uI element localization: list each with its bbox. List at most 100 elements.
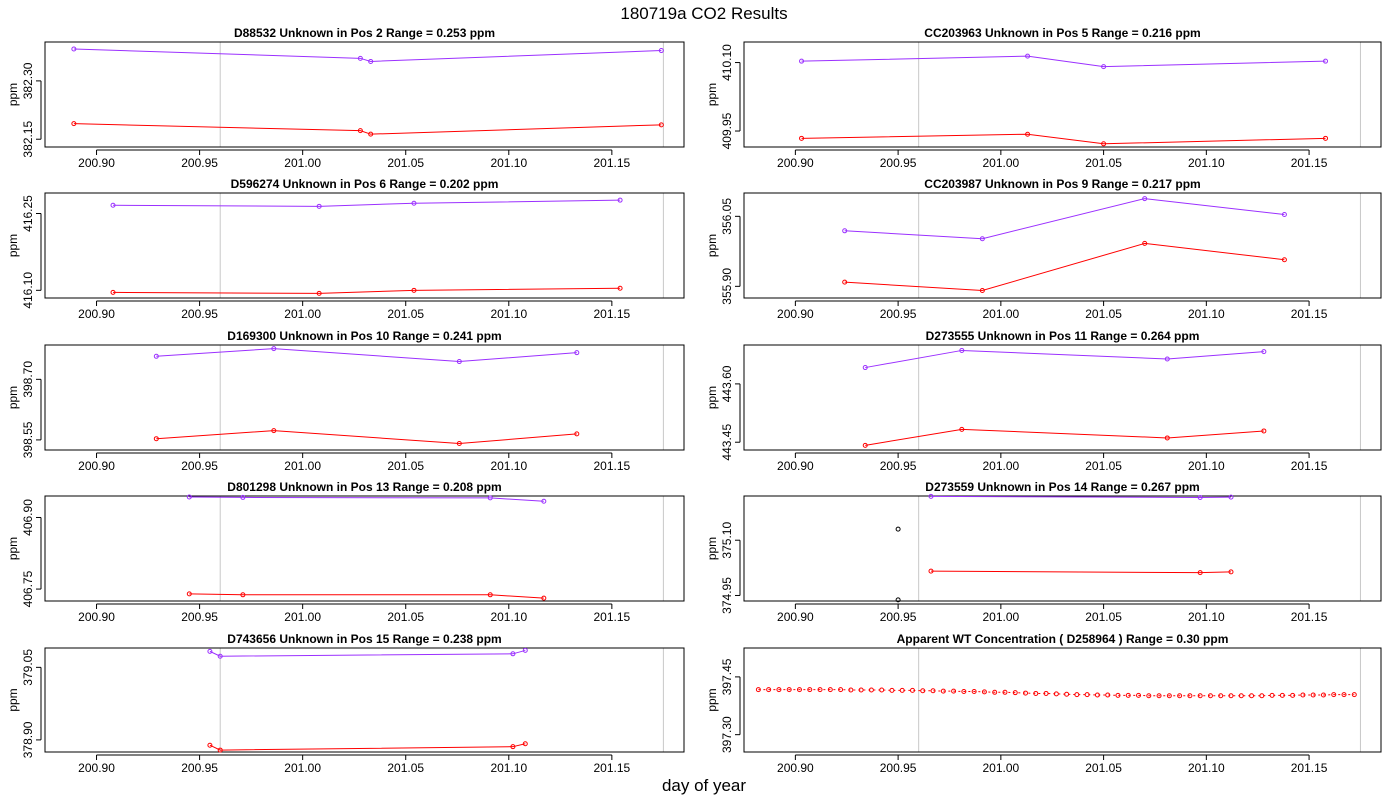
data-point [889,687,895,693]
y-tick-label: 416.10 [21,272,35,309]
x-tick-label: 200.90 [777,610,814,624]
data-point [838,687,844,693]
panel-3: D596274 Unknown in Pos 6 Range = 0.202 p… [6,177,685,321]
data-point [1238,693,1244,699]
data-point [1279,692,1285,698]
panels-grid: D88532 Unknown in Pos 2 Range = 0.253 pp… [6,26,1382,775]
y-tick-label: 375.10 [720,522,734,559]
x-tick-label: 201.05 [387,307,424,321]
data-point [1166,693,1172,699]
data-point [487,495,493,501]
data-point [961,689,967,695]
panel-title: D273555 Unknown in Pos 11 Range = 0.264 … [926,329,1200,343]
x-tick-label: 201.05 [1085,307,1122,321]
data-point [817,687,823,693]
data-point [1269,692,1275,698]
x-tick-label: 200.95 [181,307,218,321]
data-point [1351,692,1357,698]
panel-10: Apparent WT Concentration ( D258964 ) Ra… [705,632,1382,775]
x-tick-label: 201.10 [490,459,527,473]
panel-title: CC203987 Unknown in Pos 9 Range = 0.217 … [924,177,1200,191]
data-point [522,741,528,747]
data-point [1197,570,1203,576]
x-tick-label: 201.10 [1188,307,1225,321]
x-axis-label: day of year [662,776,746,795]
x-tick-label: 200.95 [181,156,218,170]
data-point [862,442,868,448]
data-point [1125,692,1131,698]
y-axis-label: ppm [6,386,20,409]
data-point [207,742,213,748]
x-tick-label: 200.95 [181,610,218,624]
series-line-lower [73,123,662,135]
data-point [940,688,946,694]
series-line-upper [189,496,544,502]
x-tick-label: 201.05 [1085,459,1122,473]
data-point [316,290,322,296]
data-point [1207,693,1213,699]
x-tick-label: 200.95 [880,156,917,170]
data-point [240,494,246,500]
series-line-lower [844,242,1285,292]
data-point [574,350,580,356]
x-tick-label: 201.10 [1188,610,1225,624]
series-line-upper [73,48,662,62]
data-point [541,595,547,601]
data-point [979,236,985,242]
x-tick-label: 201.10 [490,761,527,775]
x-tick-label: 201.10 [490,610,527,624]
data-point [1323,135,1329,141]
x-tick-label: 201.05 [387,761,424,775]
data-point [1331,692,1337,698]
data-point [879,687,885,693]
data-point [959,347,965,353]
data-point [186,591,192,597]
x-tick-label: 200.90 [777,307,814,321]
data-point [868,687,874,693]
data-point [981,689,987,695]
data-point [368,131,374,137]
data-point [1025,131,1031,137]
panel-title: D88532 Unknown in Pos 2 Range = 0.253 pp… [234,26,495,40]
x-tick-label: 200.95 [181,459,218,473]
y-axis-label: ppm [6,537,20,560]
x-tick-label: 201.00 [284,610,321,624]
y-tick-label: 356.05 [720,198,734,235]
data-point [1197,693,1203,699]
data-point [1310,692,1316,698]
data-point [1064,691,1070,697]
y-tick-label: 406.75 [21,570,35,607]
y-axis-label: ppm [705,386,719,409]
series-line-lower [209,743,526,751]
series-line-WT [758,689,1355,697]
data-point [153,353,159,359]
panel-7: D801298 Unknown in Pos 13 Range = 0.208 … [6,480,685,624]
x-tick-label: 201.05 [387,156,424,170]
x-tick-label: 200.90 [78,610,115,624]
data-point [1156,693,1162,699]
x-tick-label: 201.15 [1291,156,1328,170]
x-tick-label: 201.00 [284,459,321,473]
x-tick-label: 201.00 [983,156,1020,170]
series-line-lower [189,593,544,599]
panel-title: D743656 Unknown in Pos 15 Range = 0.238 … [227,632,501,646]
data-point [1228,569,1234,575]
series-line-upper [865,349,1264,369]
x-tick-label: 201.15 [1291,610,1328,624]
data-point [487,592,493,598]
data-point [1228,494,1234,500]
data-point [842,228,848,234]
data-point [1187,693,1193,699]
panel-5: D169300 Unknown in Pos 10 Range = 0.241 … [6,329,685,473]
outlier-point [895,597,901,603]
data-point [217,747,223,753]
series-line-upper [209,649,526,657]
x-tick-label: 200.95 [880,459,917,473]
y-axis-label: ppm [6,83,20,106]
data-point [411,200,417,206]
panel-title: D169300 Unknown in Pos 10 Range = 0.241 … [227,329,501,343]
data-point [1033,690,1039,696]
data-point [827,687,833,693]
data-point [755,687,761,693]
